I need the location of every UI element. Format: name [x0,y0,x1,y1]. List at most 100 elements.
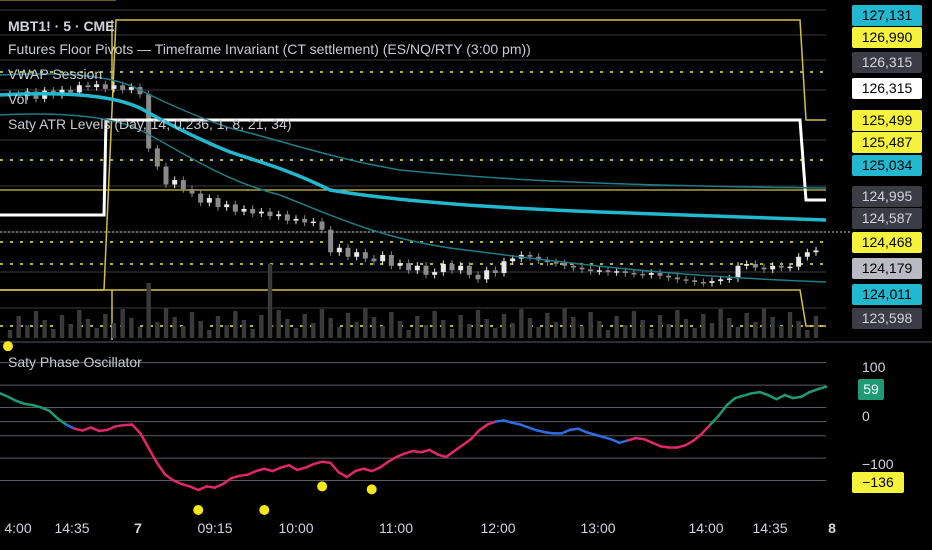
osc-segment [213,482,225,489]
candle-body [778,265,784,268]
legend-volume[interactable]: Vol [8,91,28,107]
volume-bar [85,319,91,338]
volume-bar [666,324,671,338]
volume-bar [796,321,801,338]
time-tick: 7 [134,520,142,536]
symbol-title[interactable]: MBT1! · 5 · CME [8,18,115,34]
volume-bar [467,324,472,338]
osc-segment [155,461,167,476]
osc-segment [799,390,811,399]
time-tick: 14:35 [54,520,90,536]
osc-segment [643,438,654,445]
osc-segment [700,423,712,435]
time-tick: 8 [828,520,836,536]
osc-segment [106,425,117,432]
time-tick: 09:15 [197,520,233,536]
osc-segment [428,448,440,456]
vwap-line [0,92,827,222]
volume-bar [181,326,186,338]
compression-dot [193,505,204,515]
osc-segment [345,469,357,479]
volume-bar [328,318,333,338]
volume-bar [137,327,143,338]
osc-segment [287,463,299,472]
volume-bar [241,320,247,338]
volume-bar [458,315,463,338]
price-tag: 125,499 [852,110,922,131]
volume-bar [267,264,273,338]
candle-body [752,263,758,268]
volume-bar [553,322,559,338]
price-tag: 126,315 [852,52,922,73]
volume-bar [727,318,732,338]
candle-body [172,180,178,185]
time-tick: 13:00 [580,520,616,536]
volume-bar [493,328,498,338]
candle-body [596,270,602,272]
osc-segment [709,414,720,426]
volume-bar [805,330,810,338]
candle-body [414,265,420,271]
osc-segment [502,419,514,425]
osc-segment [742,392,753,397]
candle-body [397,263,403,266]
osc-segment [444,449,456,459]
osc-segment [89,426,101,433]
volume-bar [224,325,229,338]
compression-dot [259,505,270,515]
osc-segment [791,395,803,400]
candle-body [293,218,299,221]
price-tag: 127,131 [852,5,922,26]
legend-pivots[interactable]: Futures Floor Pivots — Timeframe Invaria… [8,41,531,57]
candle-body [449,263,455,271]
candle-body [735,265,741,279]
candle-body [224,204,230,208]
volume-bar [207,330,212,338]
osc-segment [15,399,27,406]
volume-bar [319,309,325,338]
osc-segment [535,429,547,434]
volume-bar [215,316,221,338]
osc-segment [486,420,497,426]
candle-body [700,282,706,284]
osc-segment [733,394,745,400]
osc-segment [370,466,382,473]
osc-segment [296,466,307,472]
time-tick: 4:00 [4,520,32,536]
volume-bar [545,313,550,338]
candle-body [128,87,134,90]
time-tick: 10:00 [278,520,314,536]
osc-segment [320,460,332,465]
candle-body [206,198,212,203]
volume-bar [761,308,767,338]
osc-tick-100: 100 [862,359,886,375]
candle-body [319,221,325,230]
candle-body [588,269,594,272]
candle-body [796,256,802,267]
candle-body [640,273,646,276]
volume-bar [605,330,611,338]
volume-bar [657,315,663,338]
price-tag: 125,487 [852,132,922,153]
volume-bar [510,323,515,338]
candle-body [94,84,100,88]
volume-bar [259,315,264,338]
legend-phase-oscillator[interactable]: Saty Phase Oscillator [8,354,142,370]
candle-body [544,260,550,263]
osc-segment [585,430,596,436]
volume-bar [623,325,628,338]
volume-bar [397,321,403,338]
osc-segment [684,439,696,447]
osc-segment [7,395,18,403]
candle-body [718,279,724,282]
osc-segment [362,467,373,473]
volume-bar [233,311,238,338]
osc-segment [717,403,729,417]
legend-vwap[interactable]: VWAP Session [8,66,103,82]
volume-bar [709,323,715,338]
price-tag: 123,598 [852,308,922,329]
osc-segment [775,393,786,401]
legend-atr-levels[interactable]: Saty ATR Levels (Day, 14, 0.236, 1, 8, 2… [8,116,292,132]
volume-bar [579,326,585,338]
